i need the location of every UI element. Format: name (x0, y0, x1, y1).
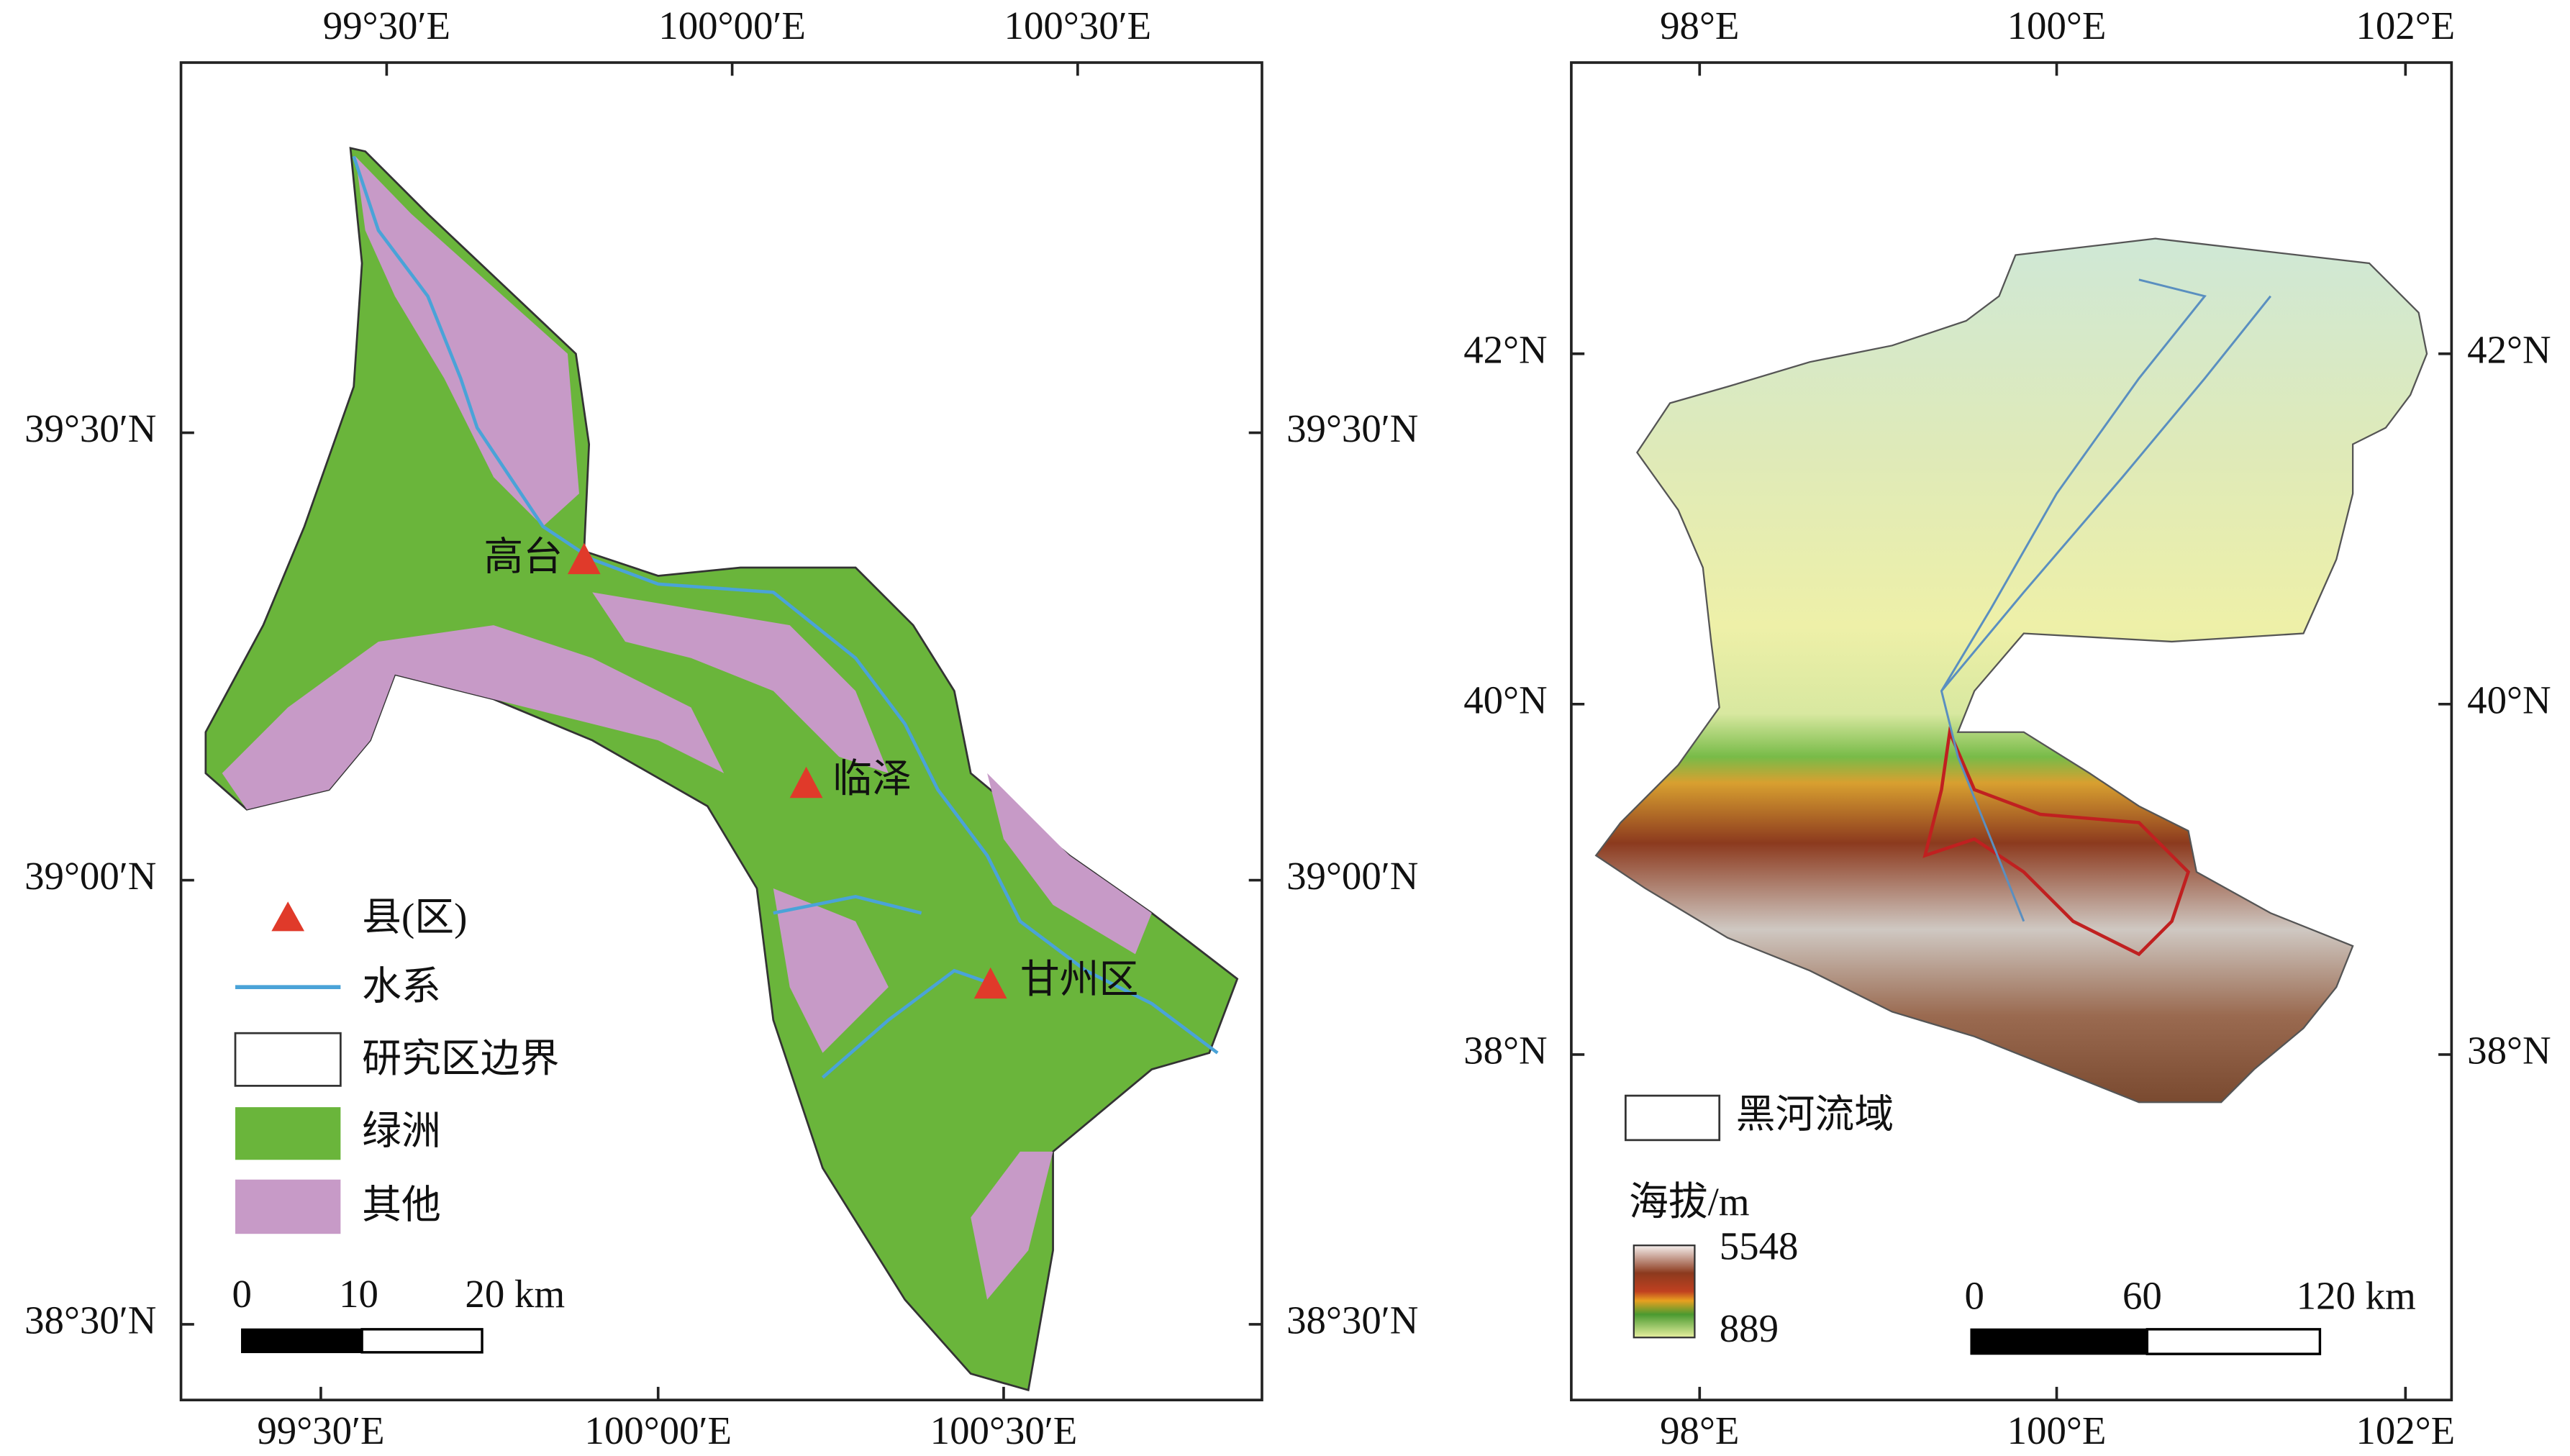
lat-label: 40°N (2467, 678, 2551, 722)
elevation-min: 889 (1720, 1306, 1779, 1350)
legend-symbol (271, 901, 305, 932)
scale-bar (360, 1328, 483, 1354)
map-frame (1570, 61, 2453, 1401)
lon-label: 99°30′E (323, 4, 450, 47)
river (821, 968, 988, 1079)
river (1940, 295, 2271, 692)
legend-symbol (1624, 1094, 1721, 1142)
scale-label: 0 (232, 1272, 251, 1316)
place-label: 临泽 (832, 757, 912, 801)
scale-bar (2146, 1328, 2322, 1355)
lon-label: 100°30′E (1004, 4, 1152, 47)
county-marker (567, 542, 1007, 999)
lat-label: 40°N (1463, 678, 1547, 722)
river (1940, 278, 2207, 922)
scale-bar (1970, 1328, 2148, 1355)
study-area-outline (1922, 726, 2191, 957)
elevation-max: 5548 (1720, 1224, 1799, 1268)
lon-label: 100°00′E (584, 1409, 732, 1452)
legend-label: 研究区边界 (362, 1037, 559, 1080)
lat-label: 38°30′N (1286, 1298, 1418, 1342)
lat-label: 39°00′N (1286, 854, 1418, 898)
lat-label: 38°30′N (24, 1298, 156, 1342)
lat-label: 39°30′N (1286, 406, 1418, 450)
legend-label: 黑河流域 (1736, 1093, 1894, 1137)
lat-label: 42°N (1463, 327, 1547, 371)
legend-label: 其他 (362, 1183, 441, 1227)
river (352, 155, 1219, 1055)
lon-label: 98°E (1660, 1409, 1739, 1452)
lat-label: 42°N (2467, 327, 2551, 371)
legend-label: 绿洲 (362, 1109, 441, 1153)
tick-marks (1571, 62, 2452, 1401)
scale-label: 120 km (2297, 1273, 2416, 1317)
lat-label: 39°30′N (24, 406, 156, 450)
lon-label: 99°30′E (257, 1409, 384, 1452)
river (773, 895, 922, 915)
legend-symbol (235, 1179, 341, 1234)
lon-label: 98°E (1660, 4, 1739, 47)
scale-bar (241, 1328, 363, 1353)
elevation-ramp (1633, 1245, 1696, 1339)
scale-label: 10 (339, 1272, 378, 1316)
legend-label: 县(区) (362, 895, 467, 939)
labels-right: 98°E 100°E 102°E 98°E 100°E 102°E 42°N 4… (1463, 4, 2551, 1452)
other-land (222, 156, 1152, 1300)
lat-label: 39°00′N (24, 854, 156, 898)
legend-label: 水系 (362, 964, 441, 1008)
tick-marks (181, 62, 1262, 1401)
map-frame (179, 61, 1263, 1401)
legend-title: 海拔/m (1629, 1180, 1750, 1224)
scale-label: 60 (2122, 1273, 2162, 1317)
place-label: 甘州区 (1020, 957, 1139, 1001)
place-label: 高台 (483, 534, 563, 578)
lon-label: 102°E (2356, 4, 2455, 47)
lat-label: 38°N (2467, 1029, 2551, 1073)
lon-label: 100°00′E (658, 4, 806, 47)
lon-label: 100°30′E (930, 1409, 1078, 1452)
scale-label: 20 km (465, 1272, 565, 1316)
legend-symbol (234, 1032, 342, 1087)
scale-label: 0 (1964, 1273, 1984, 1317)
legend-symbol (235, 1107, 341, 1160)
lon-label: 102°E (2356, 1409, 2455, 1452)
labels-left: 99°30′E 100°00′E 100°30′E 99°30′E 100°00… (24, 4, 1418, 1452)
lon-label: 100°E (2007, 4, 2107, 47)
lon-label: 100°E (2007, 1409, 2107, 1452)
basin (1594, 237, 2428, 1104)
lat-label: 38°N (1463, 1029, 1547, 1073)
